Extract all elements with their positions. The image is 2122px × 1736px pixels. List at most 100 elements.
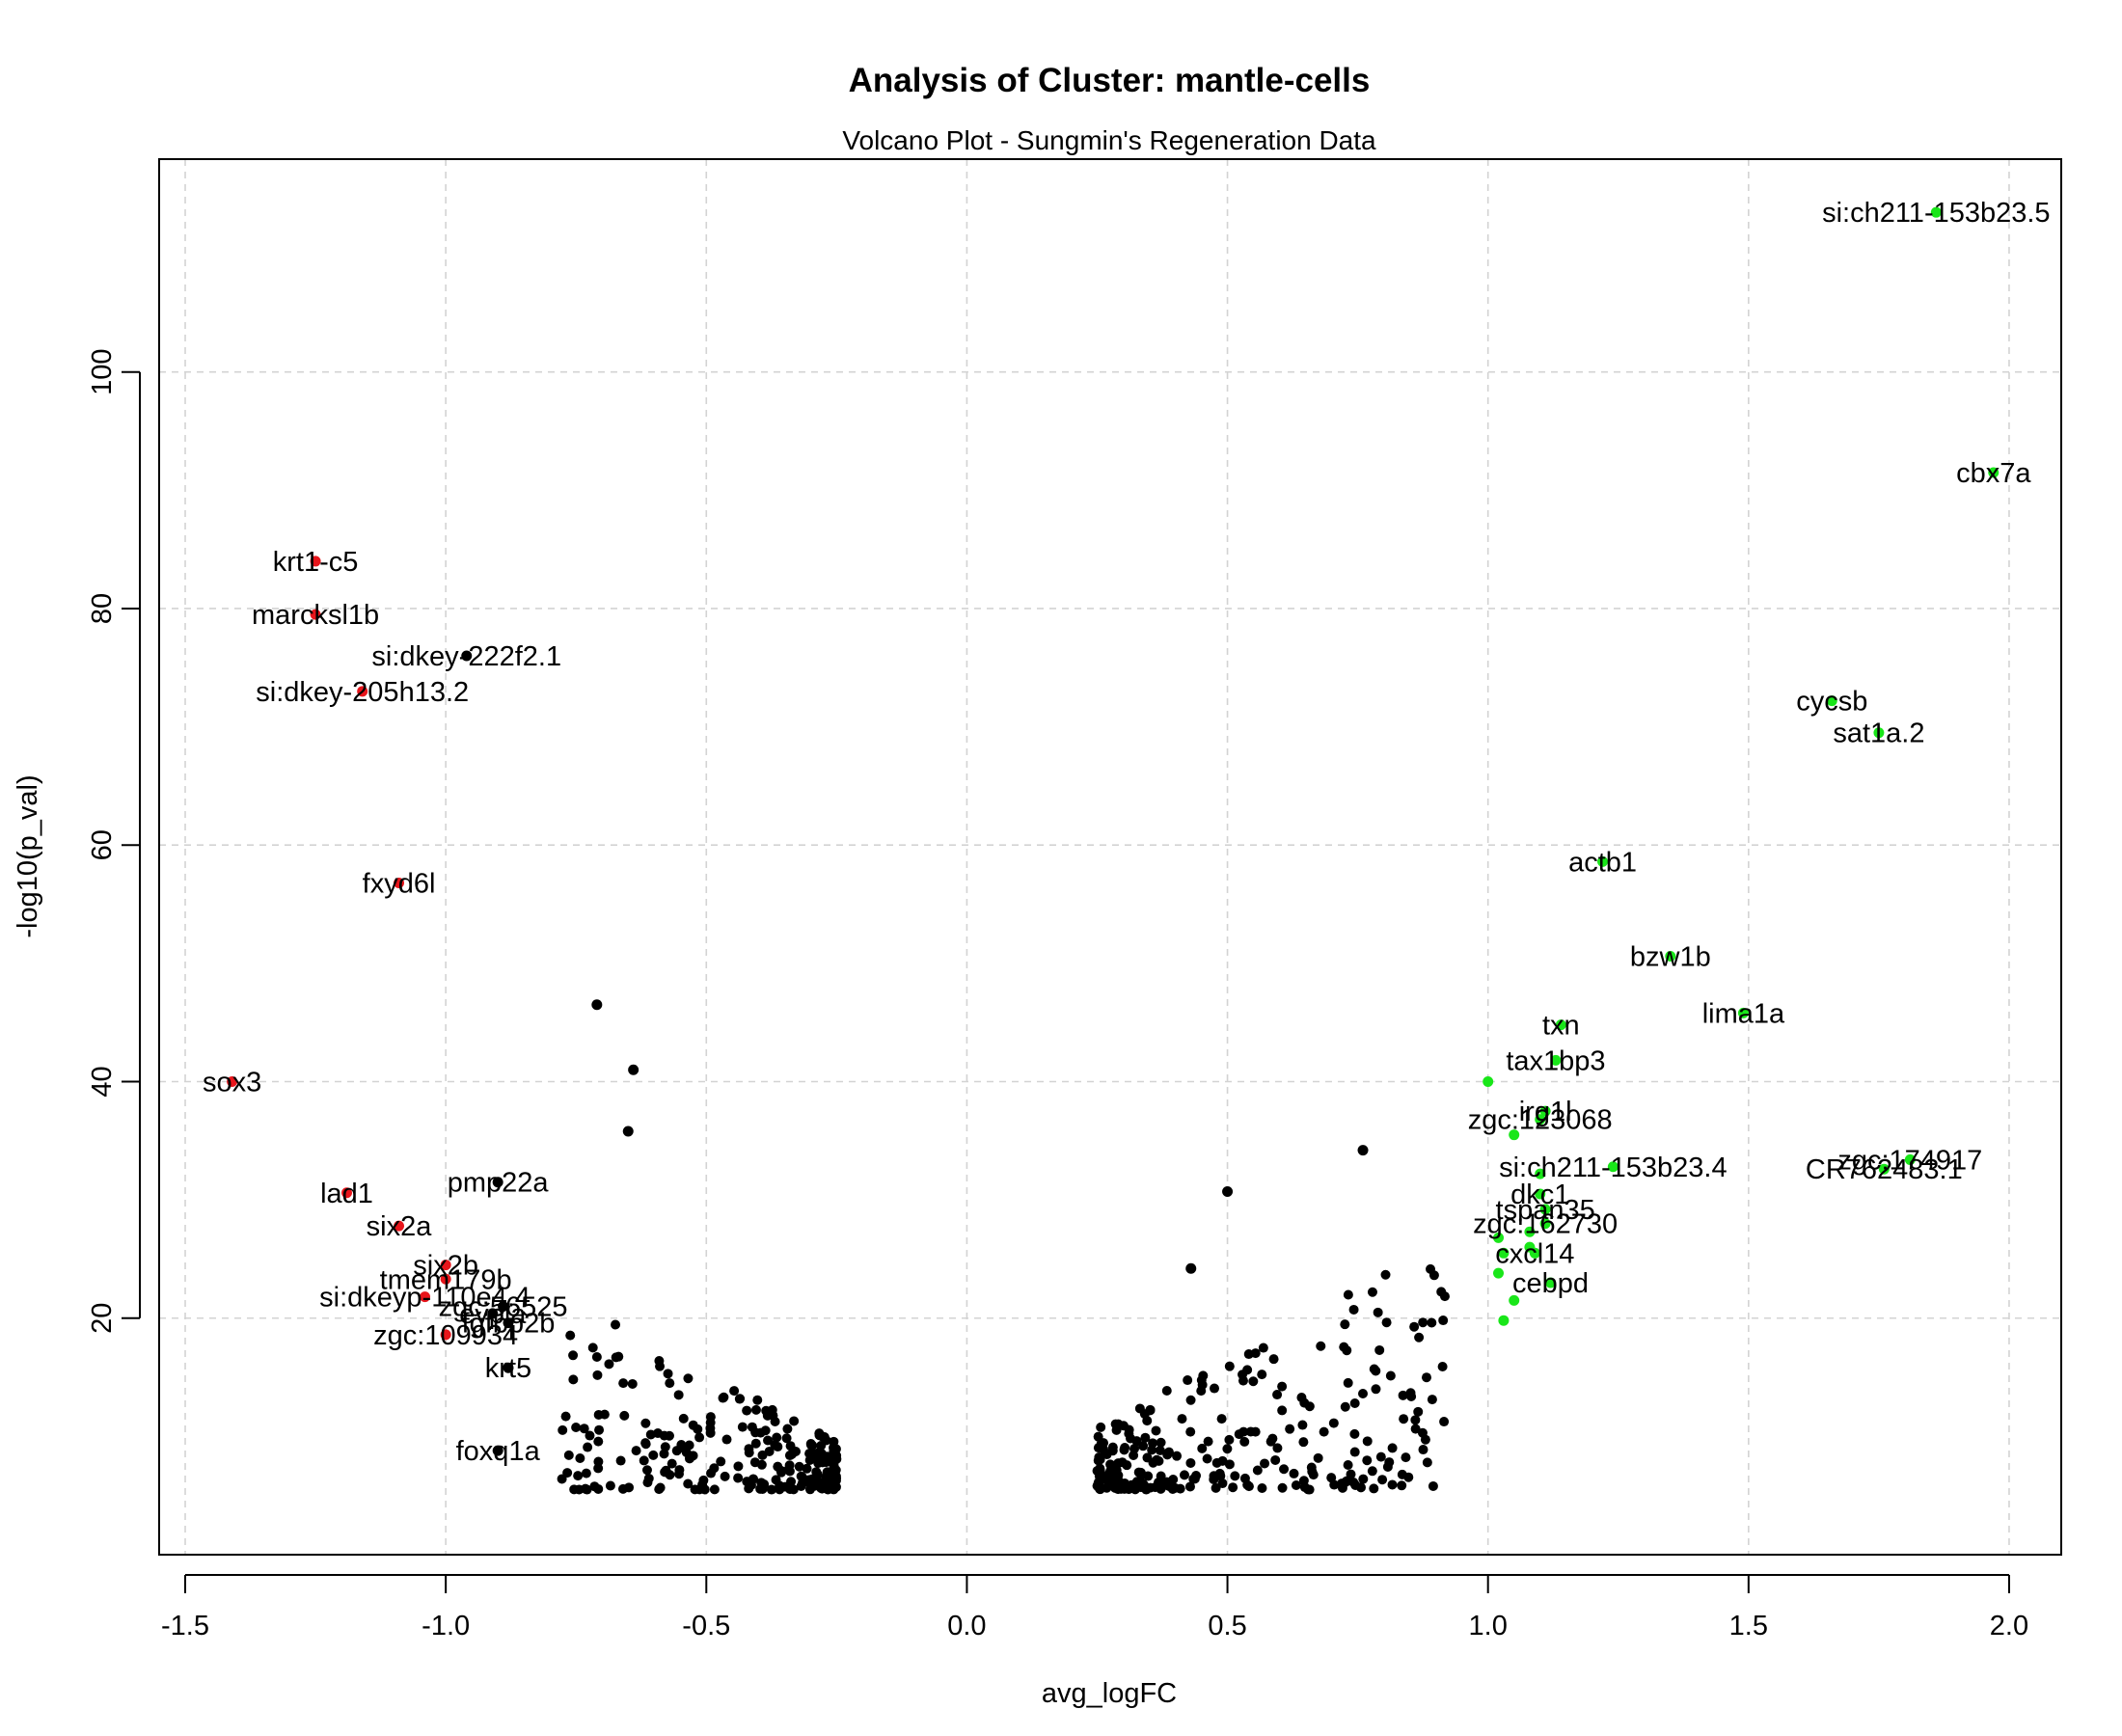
data-point [573, 1471, 584, 1481]
point-label: lad1 [320, 1179, 373, 1209]
data-point [789, 1416, 800, 1426]
data-point [1107, 1442, 1118, 1452]
data-point [816, 1449, 827, 1459]
data-point [1367, 1287, 1377, 1297]
data-point [1422, 1457, 1432, 1468]
x-tick-label: 1.5 [1729, 1611, 1768, 1641]
data-point [1340, 1401, 1350, 1412]
data-point [1136, 1470, 1147, 1480]
data-point [1428, 1480, 1438, 1491]
data-point [1277, 1405, 1288, 1416]
point-label: dkc1 [1510, 1180, 1569, 1210]
point-label: evpla [459, 1299, 527, 1330]
data-point [581, 1468, 591, 1478]
point-label: irg1l [1519, 1097, 1572, 1127]
data-point [1539, 1204, 1551, 1215]
data-point [660, 1442, 670, 1452]
data-point [822, 1467, 832, 1478]
data-point [1304, 1401, 1315, 1412]
data-point [1529, 1247, 1540, 1259]
data-point [1198, 1370, 1209, 1381]
data-point [1093, 1478, 1103, 1488]
data-point [683, 1478, 694, 1489]
data-point [1346, 1469, 1356, 1479]
data-point [1102, 1472, 1112, 1482]
data-point [766, 1484, 776, 1495]
data-point [1257, 1370, 1267, 1380]
data-point [1303, 1484, 1314, 1495]
data-point [1375, 1451, 1386, 1462]
point-label: krt5 [485, 1353, 531, 1384]
data-point [1362, 1436, 1373, 1447]
data-point [1545, 1277, 1557, 1288]
x-axis-label: avg_logFC [1042, 1678, 1177, 1709]
data-point [786, 1477, 797, 1487]
data-point [729, 1386, 740, 1397]
data-point [690, 1484, 700, 1495]
data-point [1238, 1375, 1248, 1386]
data-point [796, 1480, 806, 1491]
data-point [1175, 1483, 1185, 1494]
data-point [805, 1440, 816, 1451]
data-point [784, 1451, 795, 1461]
data-point [694, 1432, 705, 1443]
data-point [1184, 1481, 1195, 1492]
y-tick-label: 20 [87, 1303, 118, 1334]
data-point [1222, 1444, 1233, 1454]
data-point [1539, 1105, 1551, 1117]
data-point [599, 1409, 610, 1420]
data-point [568, 1350, 579, 1361]
data-point [1988, 467, 2000, 478]
data-point [782, 1424, 793, 1434]
data-point [1230, 1471, 1240, 1481]
data-point [340, 1187, 352, 1199]
data-point [1493, 1232, 1505, 1243]
data-point [1438, 1316, 1449, 1326]
data-point [1197, 1443, 1208, 1453]
data-point [1397, 1480, 1407, 1491]
data-point [1122, 1460, 1132, 1471]
data-point [1297, 1420, 1308, 1430]
x-tick-label: 1.0 [1469, 1611, 1508, 1641]
data-point [775, 1481, 786, 1492]
data-point [1878, 1163, 1890, 1175]
data-point [640, 1418, 651, 1428]
data-point [767, 1404, 777, 1415]
data-point [1418, 1445, 1428, 1455]
data-point [764, 1446, 775, 1456]
data-point [653, 1428, 664, 1439]
chart-subtitle: Volcano Plot - Sungmin's Regeneration Da… [842, 125, 1376, 155]
data-point [1387, 1443, 1398, 1453]
data-point [1135, 1482, 1146, 1493]
data-point [750, 1404, 761, 1415]
data-point [770, 1416, 780, 1426]
data-point [1607, 1161, 1619, 1173]
point-label: zgc:56525 [439, 1291, 568, 1322]
x-tick-label: -1.0 [422, 1611, 470, 1641]
data-point [815, 1455, 826, 1466]
data-point [785, 1484, 796, 1495]
data-point [661, 1465, 671, 1476]
data-point [615, 1455, 626, 1466]
data-point [688, 1420, 698, 1430]
data-point [760, 1425, 771, 1436]
data-point [1243, 1349, 1254, 1360]
data-point [772, 1432, 782, 1443]
data-point [560, 1411, 571, 1422]
data-point [619, 1410, 630, 1421]
data-point [1535, 1114, 1546, 1126]
x-tick-label: 0.5 [1208, 1611, 1246, 1641]
data-point [1414, 1332, 1425, 1343]
data-point [1224, 1434, 1235, 1445]
point-label: sat1a.2 [1833, 719, 1924, 749]
data-point [1319, 1426, 1329, 1437]
data-point [498, 1300, 509, 1312]
data-point [394, 1220, 405, 1232]
x-tick-label: -0.5 [682, 1611, 730, 1641]
data-point [1597, 855, 1609, 867]
point-label: krt1-c5 [273, 547, 359, 578]
data-point [1185, 1262, 1197, 1274]
data-point [1348, 1304, 1359, 1315]
data-point [1398, 1390, 1408, 1400]
data-point [721, 1434, 732, 1445]
